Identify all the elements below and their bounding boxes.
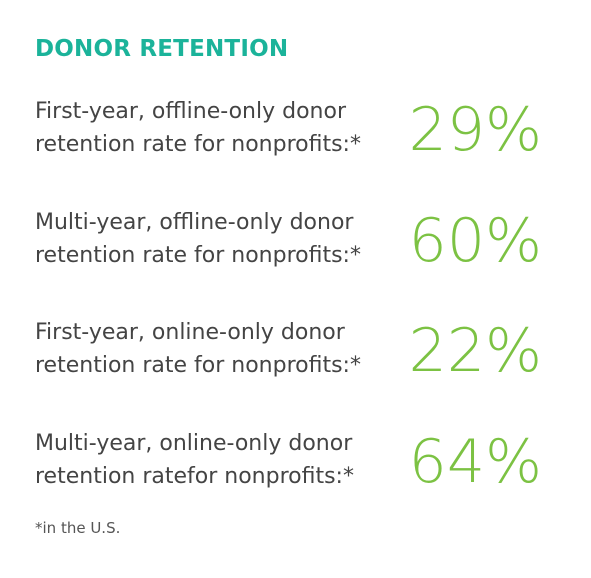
- stat-label: First-year, online-only donor retention …: [35, 316, 415, 382]
- stat-value: 60%: [408, 206, 542, 276]
- stat-label-line: retention rate for nonprofits:*: [35, 243, 361, 268]
- stat-label-line: Multi-year, online-only donor: [35, 431, 353, 456]
- stat-first-year-offline: First-year, offline-only donor retention…: [35, 95, 555, 179]
- stat-label: Multi-year, online-only donor retention …: [35, 427, 415, 493]
- stat-multi-year-offline: Multi-year, offline-only donor retention…: [35, 206, 555, 290]
- stat-value: 22%: [408, 316, 542, 386]
- stat-first-year-online: First-year, online-only donor retention …: [35, 316, 555, 400]
- stat-label-line: Multi-year, offline-only donor: [35, 210, 354, 235]
- stat-label: Multi-year, offline-only donor retention…: [35, 206, 415, 272]
- footnote: *in the U.S.: [35, 519, 121, 537]
- stat-label-line: retention rate for nonprofits:*: [35, 132, 361, 157]
- stat-label-line: retention ratefor nonprofits:*: [35, 464, 354, 489]
- stat-multi-year-online: Multi-year, online-only donor retention …: [35, 427, 555, 511]
- stat-value: 64%: [408, 427, 542, 497]
- section-heading: DONOR RETENTION: [35, 36, 289, 62]
- stat-label-line: First-year, online-only donor: [35, 320, 345, 345]
- stat-label-line: retention rate for nonprofits:*: [35, 353, 361, 378]
- stat-value: 29%: [408, 95, 542, 165]
- stat-label-line: First-year, offline-only donor: [35, 99, 346, 124]
- stat-label: First-year, offline-only donor retention…: [35, 95, 415, 161]
